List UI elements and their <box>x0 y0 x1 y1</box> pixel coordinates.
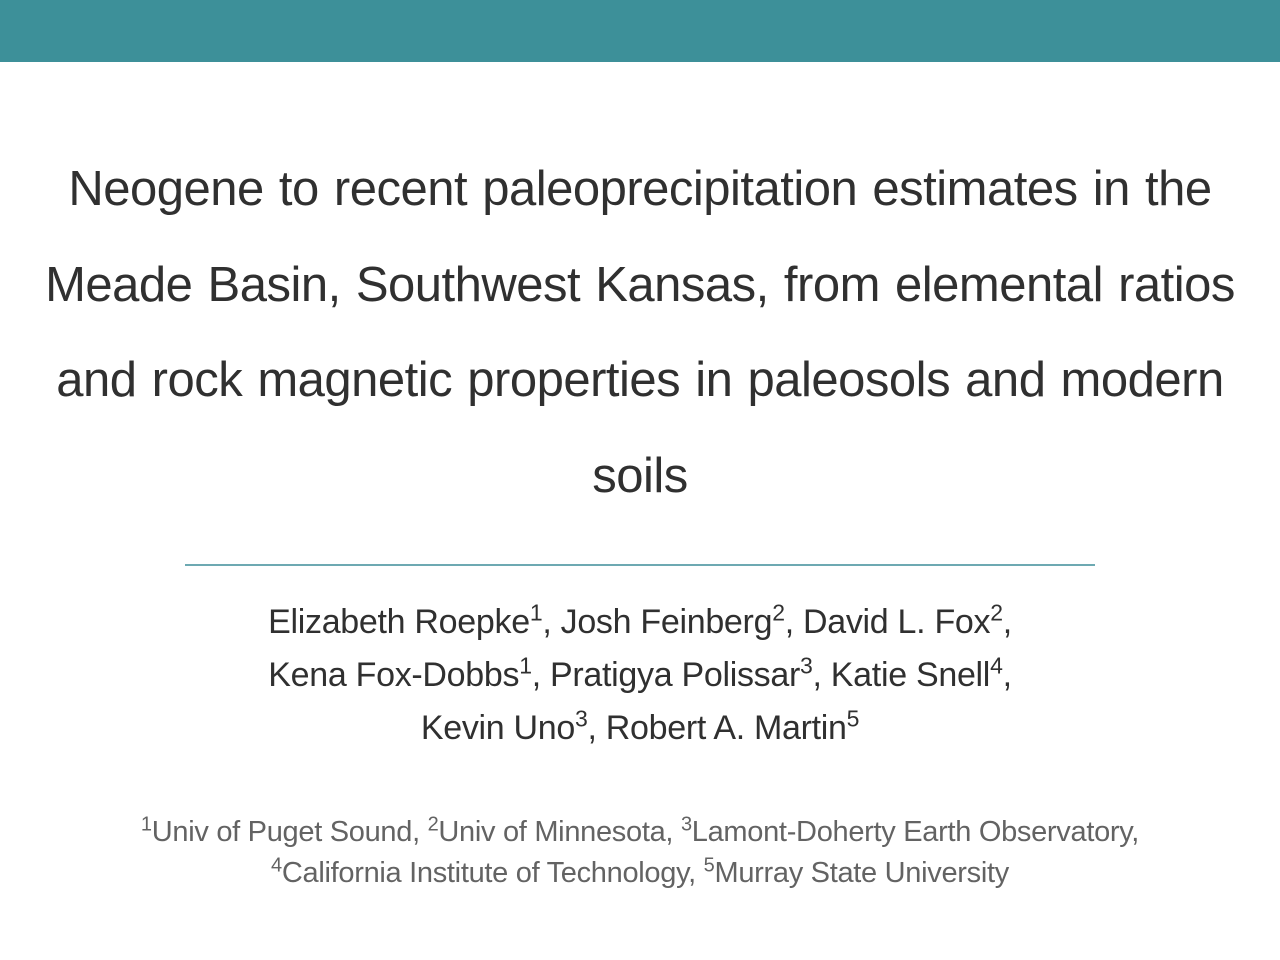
presentation-title: Neogene to recent paleoprecipitation est… <box>40 142 1240 524</box>
affiliation-list: 1Univ of Puget Sound, 2Univ of Minnesota… <box>40 812 1240 893</box>
slide-content: Neogene to recent paleoprecipitation est… <box>0 142 1280 893</box>
top-banner <box>0 0 1280 62</box>
author-list: Elizabeth Roepke1, Josh Feinberg2, David… <box>40 596 1240 754</box>
title-divider <box>185 564 1095 566</box>
